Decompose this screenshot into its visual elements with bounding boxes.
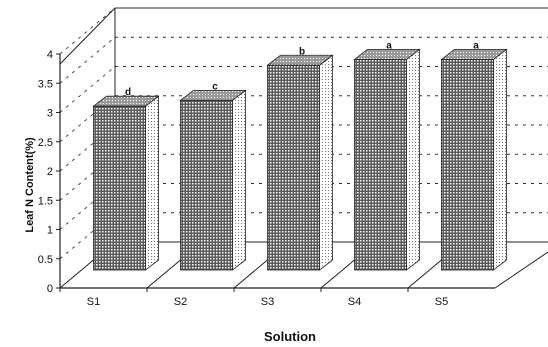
x-axis-title: Solution (264, 329, 316, 344)
bar: a (353, 40, 421, 271)
bar: b (266, 46, 334, 271)
side-gridline (59, 36, 116, 84)
x-tick-label: S1 (87, 296, 100, 308)
bar-letter-label: c (212, 81, 218, 92)
x-tick-label: S4 (348, 296, 361, 308)
bar-letter-label: b (299, 46, 305, 57)
bar-letter-label: d (125, 87, 131, 98)
y-tick-label: 1 (47, 225, 53, 237)
x-tick-label: S2 (174, 296, 187, 308)
y-axis: 0 0.5 1 1.5 2 2.5 3 3.5 4 (38, 49, 61, 295)
bar: a (440, 40, 508, 271)
bar-front (267, 64, 320, 271)
y-tick-label: 3.5 (38, 78, 53, 90)
bar-side (406, 48, 420, 271)
bar: d (92, 87, 160, 271)
y-tick-label: 0.5 (38, 254, 53, 266)
side-wall-top (59, 7, 116, 65)
bar: c (179, 81, 247, 271)
x-tick-label: S5 (435, 296, 448, 308)
y-axis-title: Leaf N Content(%) (24, 137, 36, 233)
y-tick-label: 2 (47, 166, 53, 178)
bar-letter-label: a (473, 40, 479, 51)
x-tick-label: S3 (261, 296, 274, 308)
bar-front (441, 59, 494, 271)
bar-front (354, 59, 407, 271)
bar-side (493, 48, 507, 271)
bar-front (93, 105, 146, 271)
x-axis: S1 S2 S3 S4 S5 (59, 241, 464, 308)
bar-front (180, 99, 233, 271)
y-tick-label: 2.5 (38, 137, 53, 149)
y-tick-label: 1.5 (38, 195, 53, 207)
bar-side (319, 54, 333, 271)
bar-side (145, 95, 159, 271)
floor-right-edge (494, 251, 548, 289)
bar-side (232, 89, 246, 271)
y-tick-label: 0 (47, 283, 53, 295)
bars: d c b a a (92, 40, 508, 271)
bar-letter-label: a (386, 40, 392, 51)
side-gridline (59, 7, 116, 55)
y-tick-label: 3 (47, 108, 53, 120)
y-tick-label: 4 (47, 49, 53, 61)
